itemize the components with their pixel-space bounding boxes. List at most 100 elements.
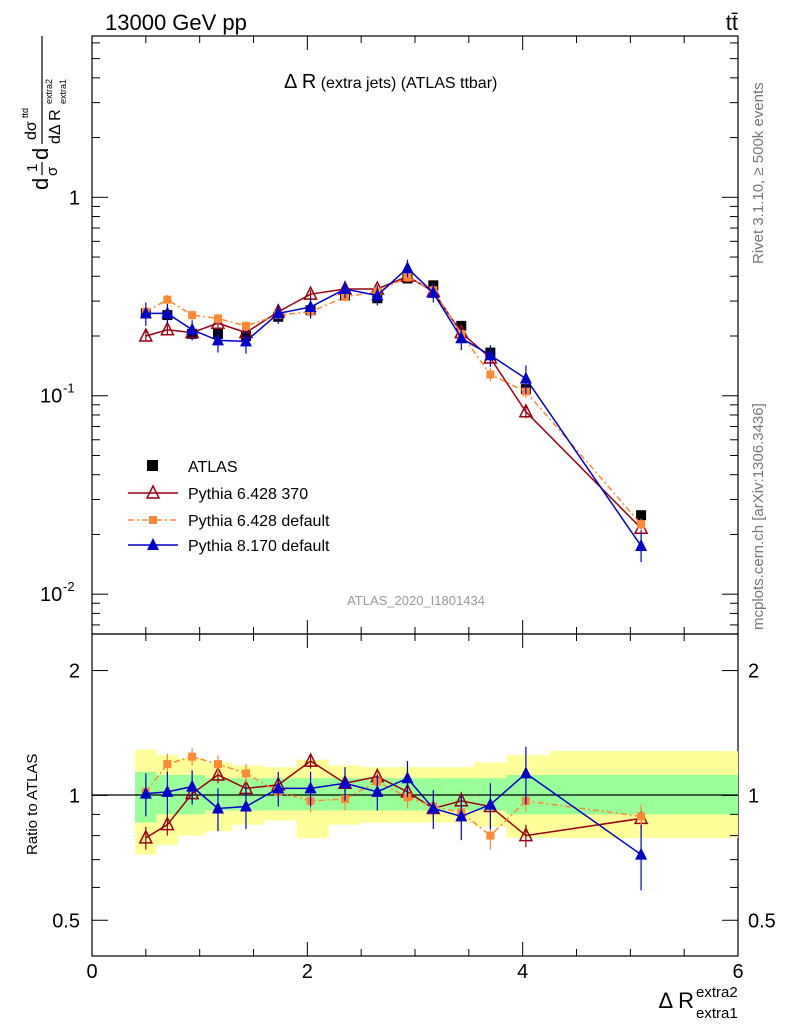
main-data-point (161, 306, 174, 319)
ratio-data-point (163, 760, 172, 769)
ratio-data-point (239, 799, 252, 812)
main-data-point (239, 334, 252, 347)
legend: ATLAS Pythia 6.428 370 Pythia 6.428 defa… (128, 459, 330, 555)
main-data-point (272, 306, 285, 319)
ratio-data-point (371, 784, 384, 797)
ratio-data-point (637, 812, 646, 821)
x-label-base: Δ R (659, 988, 694, 1013)
ratio-data-point (484, 797, 497, 810)
main-data-point (636, 510, 647, 521)
plot-title-main: Δ R (284, 71, 316, 93)
legend-label-py8-def: Pythia 8.170 default (188, 538, 330, 555)
ratio-data-point (519, 766, 532, 779)
legend-marker-py6-def (149, 516, 157, 524)
ratio-data-point (213, 760, 222, 769)
ratio-data-point (241, 769, 250, 778)
main-series-line (145, 267, 642, 547)
ratio-tick-label-left: 0.5 (52, 910, 80, 932)
main-data-point (484, 348, 497, 361)
svg-text:ttd: ttd (20, 108, 30, 118)
side-mcplots-label: mcplots.cern.ch [arXiv:1306.3436] (750, 403, 767, 630)
ratio-data-point (303, 752, 318, 767)
plot-title-rest: (extra jets) (ATLAS ttbar) (316, 75, 497, 92)
legend-label-py6-370: Pythia 6.428 370 (188, 486, 308, 503)
ratio-data-point (401, 771, 414, 784)
legend-marker-py6-370 (145, 484, 161, 499)
x-tick-label: 0 (86, 961, 97, 983)
main-data-point (455, 331, 468, 344)
plot-title: Δ R (extra jets) (ATLAS ttbar) (284, 71, 497, 93)
ratio-data-point (635, 847, 648, 860)
analysis-id: ATLAS_2020_I1801434 (347, 593, 485, 608)
ratio-data-point (272, 781, 285, 794)
legend-label-py6-def: Pythia 6.428 default (188, 513, 330, 530)
main-data-point (163, 295, 172, 304)
ratio-data-point (161, 784, 174, 797)
ratio-inner-band (296, 778, 329, 811)
ratio-tick-label-left: 2 (69, 661, 80, 683)
main-data-point (211, 333, 224, 346)
main-data-point (486, 370, 495, 379)
y-tick-label-1: 1 (69, 187, 80, 209)
ratio-data-point (186, 779, 199, 792)
legend-marker-atlas (147, 460, 158, 471)
process-label: tt̄ (726, 10, 738, 35)
main-data-point (139, 306, 152, 319)
ratio-data-point (339, 776, 352, 789)
ratio-data-point (160, 816, 175, 831)
y-tick-label-0-1: 10 (40, 386, 62, 408)
main-data-point (518, 403, 534, 418)
svg-text:d: d (28, 178, 53, 190)
x-label-sup: extra2 (696, 984, 738, 1001)
svg-text:extra1: extra1 (58, 79, 68, 104)
main-data-point (637, 520, 646, 529)
y-tick-label-0-01: 10 (40, 584, 62, 606)
main-data-point (188, 311, 197, 320)
ratio-data-point (304, 781, 317, 794)
svg-text:d: d (28, 148, 53, 160)
ratio-series-line (145, 755, 642, 837)
main-data-point (371, 288, 384, 301)
ratio-data-point (188, 752, 197, 761)
ratio-tick-label-right: 2 (748, 661, 759, 683)
svg-text:σ: σ (44, 166, 61, 176)
ratio-data-point (211, 801, 224, 814)
x-label-sub: extra1 (696, 1005, 738, 1022)
main-data-point (160, 321, 175, 336)
ratio-series-group (138, 746, 649, 891)
main-series-group (138, 259, 649, 563)
svg-text:dΔ R: dΔ R (47, 109, 64, 144)
legend-marker-py8-def (147, 538, 159, 550)
main-data-point (304, 300, 317, 313)
main-data-point (339, 282, 352, 295)
main-y-label: d 1 σ d dσ ttd dΔ R extra1 extra2 (20, 36, 68, 190)
ratio-tick-label-left: 1 (69, 785, 80, 807)
main-data-point (635, 538, 648, 551)
x-tick-label: 2 (302, 961, 313, 983)
ratio-data-point (139, 786, 152, 799)
main-data-point (213, 314, 222, 323)
main-data-point (241, 321, 250, 330)
side-rivet-label: Rivet 3.1.10, ≥ 500k events (750, 82, 767, 264)
ratio-tick-label-right: 0.5 (748, 910, 776, 932)
main-data-point (427, 285, 440, 298)
ratio-data-point (518, 826, 534, 842)
legend-label-atlas: ATLAS (188, 459, 238, 476)
svg-text:extra2: extra2 (44, 79, 54, 104)
svg-text:dσ: dσ (23, 121, 40, 140)
ratio-data-point (455, 809, 468, 822)
ratio-data-point (486, 831, 495, 840)
main-data-point (186, 322, 199, 335)
energy-label: 13000 GeV pp (105, 10, 247, 35)
x-tick-label: 6 (732, 961, 743, 983)
ratio-tick-label-right: 1 (748, 785, 759, 807)
main-data-point (401, 261, 414, 274)
y-tick-label-0-1-exp: -1 (63, 381, 75, 396)
main-data-point (138, 327, 154, 342)
ratio-y-label: Ratio to ATLAS (24, 754, 41, 855)
ratio-data-point (210, 766, 226, 781)
x-axis-label: Δ R extra2 extra1 (659, 984, 738, 1022)
x-tick-label: 4 (517, 961, 528, 983)
